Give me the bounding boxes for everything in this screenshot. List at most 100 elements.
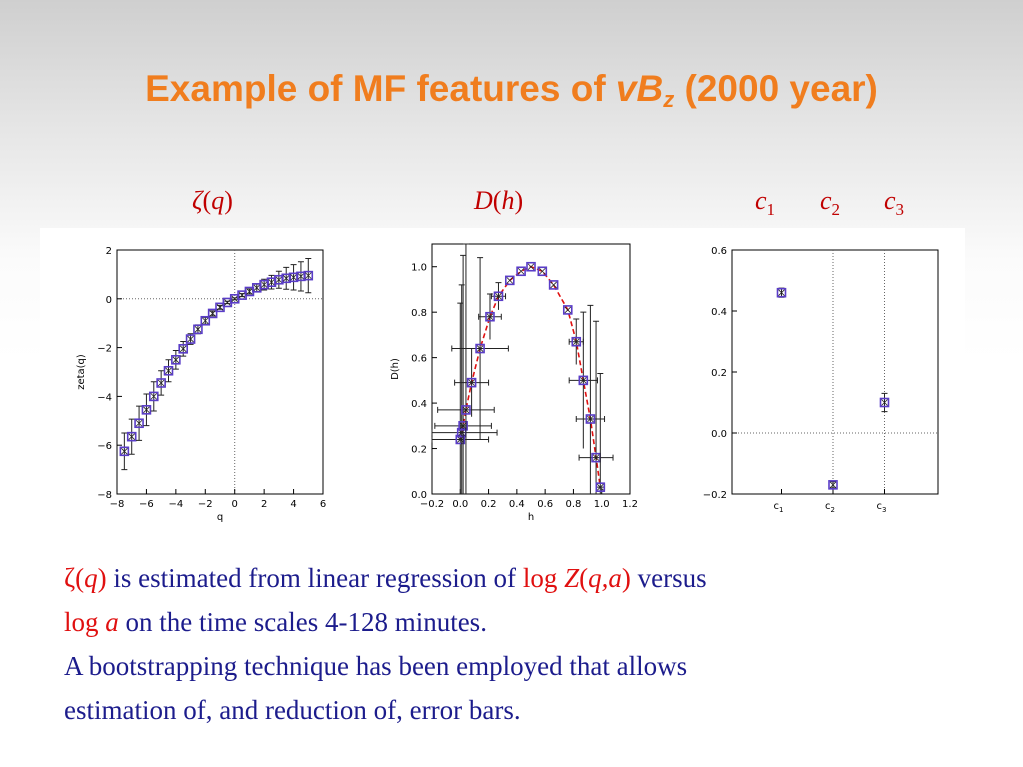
- data-point-dh-16: [585, 414, 596, 424]
- label-dh-close: ): [514, 186, 524, 215]
- label-dh-arg: h: [501, 186, 515, 215]
- zeta-ytick-label-1: −6: [97, 441, 112, 452]
- data-point-zeta-1: [126, 431, 137, 442]
- data-point-cross-dh-16: [587, 415, 594, 423]
- data-point-cross-dh-6: [486, 313, 494, 321]
- label-c2-sym: c: [820, 186, 832, 215]
- title-prefix: Example of MF features of: [145, 68, 616, 109]
- caption-logz-log: log: [522, 563, 565, 593]
- panel-label-c2: c2: [820, 186, 840, 220]
- label-c1-sub: 1: [766, 200, 776, 219]
- data-point-cross-c-2: [881, 399, 888, 406]
- data-point-cross-zeta-25: [305, 272, 312, 279]
- title-var: vBz: [615, 68, 675, 112]
- data-point-c-2: [879, 397, 890, 408]
- data-point-zeta-5: [156, 378, 166, 388]
- data-point-cross-dh-3: [462, 406, 470, 414]
- dh-yerr-0: [457, 302, 464, 494]
- data-point-cross-zeta-7: [172, 356, 180, 364]
- caption-loga-a: a: [105, 607, 119, 637]
- dh-xtick-label-1: 0.0: [452, 499, 468, 510]
- data-point-cross-zeta-9: [187, 335, 194, 343]
- label-c3-sym: c: [884, 186, 896, 215]
- zeta-xtick-label-5: 2: [261, 499, 267, 510]
- data-point-cross-zeta-4: [150, 393, 158, 400]
- zeta-xtick-label-6: 4: [290, 499, 296, 510]
- data-point-cross-dh-5: [476, 345, 484, 352]
- zeta-ytick-label-0: −8: [97, 490, 112, 501]
- data-point-cross-c-0: [778, 289, 785, 296]
- dh-plot-frame: [431, 243, 631, 495]
- title-suffix: (2000 year): [674, 68, 878, 109]
- data-point-cross-zeta-8: [179, 345, 187, 353]
- caption-line-2: log a on the time scales 4-128 minutes.: [64, 600, 964, 644]
- caption-part1: is estimated from linear regression of: [106, 563, 523, 593]
- data-point-cross-zeta-24: [297, 273, 305, 280]
- data-point-zeta-10: [193, 324, 203, 335]
- c-xtick-label-2: c3: [877, 501, 887, 514]
- dh-yerr-16: [587, 304, 594, 494]
- data-point-zeta-7: [171, 355, 181, 365]
- data-point-cross-zeta-11: [202, 317, 209, 325]
- dh-ytick-label-3: 0.6: [411, 354, 427, 365]
- zeta-ytick-label-4: 0: [106, 295, 112, 306]
- dh-xtick-label-5: 0.8: [565, 499, 581, 510]
- data-point-cross-dh-0: [457, 436, 464, 443]
- panel-label-c1: c1: [755, 186, 775, 220]
- zeta-plot-frame: [116, 249, 324, 495]
- data-point-zeta-12: [207, 308, 218, 319]
- caption-part2: versus: [630, 563, 707, 593]
- data-point-cross-dh-13: [564, 306, 572, 314]
- dh-ytick-label-1: 0.2: [411, 445, 427, 456]
- label-zeta-open: (: [202, 186, 212, 215]
- caption-line-4: estimation of, and reduction of, error b…: [64, 695, 521, 725]
- title-var-main: vB: [615, 68, 664, 109]
- label-c3-sub: 3: [895, 200, 905, 219]
- data-point-dh-6: [485, 311, 495, 322]
- c-ytick-label-0: −0.2: [703, 490, 727, 501]
- dh-ytick-label-2: 0.4: [411, 399, 427, 410]
- data-point-zeta-4: [148, 391, 159, 402]
- c-plot-frame: [731, 249, 939, 495]
- zeta-ytick-label-5: 2: [106, 246, 112, 257]
- caption-zeta-sym: ζ(: [64, 563, 85, 593]
- figure-background: [40, 228, 965, 528]
- data-point-cross-zeta-18: [253, 284, 261, 292]
- c-ytick-label-3: 0.4: [711, 307, 727, 318]
- data-point-cross-zeta-16: [238, 291, 246, 299]
- label-c1-sym: c: [755, 186, 767, 215]
- data-point-dh-9: [516, 266, 526, 277]
- zeta-xtick-label-1: −6: [139, 499, 154, 510]
- dh-ytick-label-0: 0.0: [411, 490, 427, 501]
- data-point-dh-4: [466, 377, 477, 388]
- dh-yerr-2: [460, 254, 467, 494]
- title-var-sub: z: [663, 87, 675, 112]
- c-xtick-sub-0: 1: [779, 506, 783, 514]
- data-point-dh-0: [455, 434, 466, 445]
- dh-xlabel: h: [528, 512, 534, 523]
- data-point-zeta-6: [163, 365, 174, 376]
- zeta-xtick-label-7: 6: [320, 499, 326, 510]
- data-point-zeta-11: [200, 315, 211, 326]
- slide-title: Example of MF features of vBz (2000 year…: [0, 68, 1023, 113]
- data-point-c-1: [828, 480, 838, 490]
- data-point-cross-zeta-20: [268, 278, 275, 286]
- data-point-zeta-13: [215, 302, 225, 313]
- data-point-dh-13: [562, 305, 573, 315]
- data-point-cross-dh-7: [495, 292, 502, 300]
- zeta-xlabel: q: [217, 512, 223, 523]
- dh-ytick-label-4: 0.8: [411, 308, 427, 319]
- data-point-cross-dh-17: [592, 454, 600, 461]
- data-point-dh-10: [526, 261, 536, 272]
- data-point-cross-dh-1: [458, 429, 465, 436]
- dh-xtick-label-6: 1.0: [594, 499, 610, 510]
- data-point-cross-c-1: [829, 481, 837, 489]
- caption-logz-close: ): [621, 563, 631, 593]
- zeta-xtick-label-2: −4: [168, 499, 183, 510]
- caption-logz-args: q,a: [588, 563, 622, 593]
- data-point-cross-zeta-1: [128, 433, 135, 440]
- data-point-zeta-2: [134, 418, 144, 429]
- chart-zeta: −8 −6 −4 −2 0 2 4 6 −8 −6 −4 −2 0 2 q zeta(q): [76, 246, 326, 523]
- data-point-dh-18: [595, 482, 606, 492]
- c-ytick-label-1: 0.0: [711, 429, 727, 440]
